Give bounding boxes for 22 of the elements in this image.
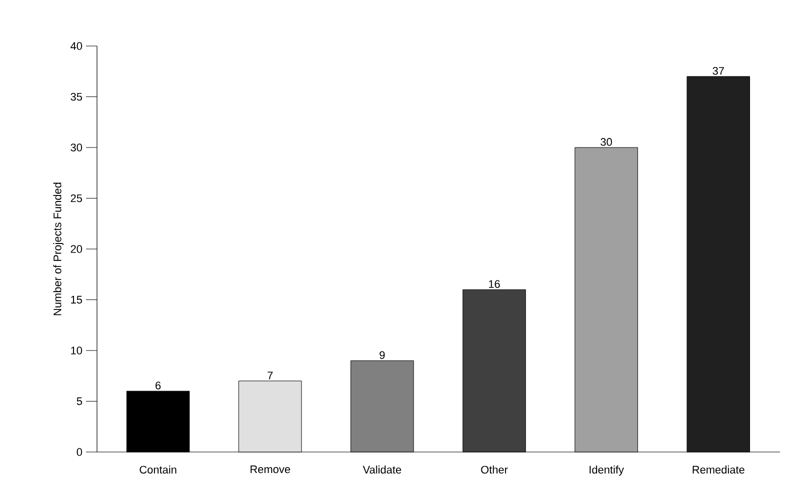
data-label: 6 xyxy=(156,382,161,390)
data-label: 7 xyxy=(268,372,273,380)
x-tick-label: Contain xyxy=(140,466,176,474)
x-tick-label: Remediate xyxy=(692,466,744,474)
x-tick-label: Validate xyxy=(362,466,402,474)
y-tick-label: 20 xyxy=(70,245,82,253)
y-tick-label: 10 xyxy=(71,346,82,354)
y-tick-label: 15 xyxy=(71,296,82,304)
y-tick-label: 25 xyxy=(70,194,82,202)
data-label: 16 xyxy=(488,280,500,288)
y-tick-label: 30 xyxy=(70,144,82,152)
y-tick-label: 5 xyxy=(76,397,82,406)
data-label: 9 xyxy=(380,351,385,359)
y-tick-label: 40 xyxy=(70,42,82,50)
y-tick-label: 0 xyxy=(76,448,82,456)
y-tick-label: 35 xyxy=(70,92,82,101)
data-label: 37 xyxy=(712,67,724,75)
data-label: 30 xyxy=(600,138,612,146)
x-tick-label: Other xyxy=(481,466,508,474)
y-axis-title: Number of Projects Funded xyxy=(53,182,64,316)
x-tick-label: Identify xyxy=(590,466,624,476)
x-tick-label: Remove xyxy=(250,466,290,474)
